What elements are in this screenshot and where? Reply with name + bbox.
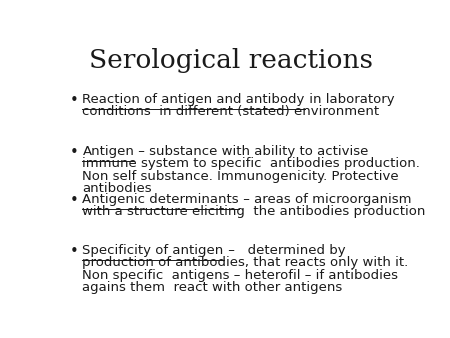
Text: Non specific  antigens – heterofil – if antibodies: Non specific antigens – heterofil – if a… [82,269,398,282]
Text: with a structure eliciting  the antibodies production: with a structure eliciting the antibodie… [82,205,426,218]
Text: •: • [70,193,79,208]
Text: conditions  in different (stated) environment: conditions in different (stated) environ… [82,105,379,118]
Text: –   determined by: – determined by [224,244,345,257]
Text: agains them  react with other antigens: agains them react with other antigens [82,281,342,294]
Text: Specificity of antigen: Specificity of antigen [82,244,224,257]
Text: – areas of microorganism: – areas of microorganism [239,193,412,206]
Text: •: • [70,244,79,259]
Text: Antigen: Antigen [82,145,134,158]
Text: Non self substance. Immunogenicity. Protective: Non self substance. Immunogenicity. Prot… [82,170,399,183]
Text: immune system to specific  antibodies production.: immune system to specific antibodies pro… [82,157,420,170]
Text: – substance with ability to activise: – substance with ability to activise [134,145,369,158]
Text: Serological reactions: Serological reactions [89,48,373,73]
Text: •: • [70,145,79,160]
Text: Reaction of antigen and antibody: Reaction of antigen and antibody [82,93,305,105]
Text: production of antibodies, that reacts only with it.: production of antibodies, that reacts on… [82,256,409,269]
Text: antibodies: antibodies [82,182,152,195]
Text: •: • [70,93,79,107]
Text: in laboratory: in laboratory [305,93,394,105]
Text: Antigenic determinants: Antigenic determinants [82,193,239,206]
